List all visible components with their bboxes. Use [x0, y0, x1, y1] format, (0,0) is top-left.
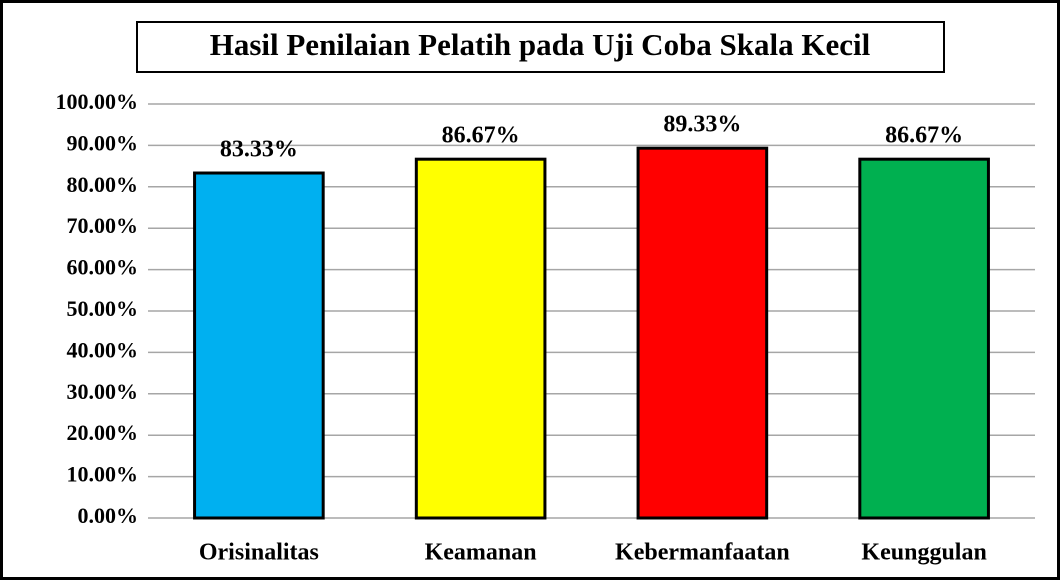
y-tick-label: 60.00% [67, 255, 139, 280]
x-tick-label: Kebermanfaatan [615, 540, 790, 566]
y-tick-label: 80.00% [67, 172, 139, 197]
title-box [136, 21, 945, 73]
data-label: 83.33% [220, 137, 298, 163]
data-label: 89.33% [663, 112, 741, 138]
y-tick-label: 0.00% [78, 503, 139, 528]
y-tick-label: 30.00% [67, 379, 139, 404]
y-tick-label: 50.00% [67, 296, 139, 321]
bar [414, 157, 547, 520]
bar [858, 157, 990, 520]
x-tick-label: Keamanan [425, 540, 537, 566]
data-label: 86.67% [442, 123, 520, 149]
y-tick-label: 10.00% [67, 462, 139, 487]
bar [636, 146, 769, 520]
y-tick-label: 20.00% [67, 420, 139, 445]
chart-title: Hasil Penilaian Pelatih pada Uji Coba Sk… [210, 27, 871, 62]
y-tick-label: 90.00% [67, 130, 139, 155]
x-tick-label: Keunggulan [861, 540, 986, 566]
bar [193, 171, 325, 520]
y-tick-label: 70.00% [67, 213, 139, 238]
x-tick-label: Orisinalitas [199, 540, 319, 566]
data-label: 86.67% [885, 123, 963, 149]
y-tick-label: 40.00% [67, 337, 139, 362]
y-tick-label: 100.00% [56, 89, 139, 114]
